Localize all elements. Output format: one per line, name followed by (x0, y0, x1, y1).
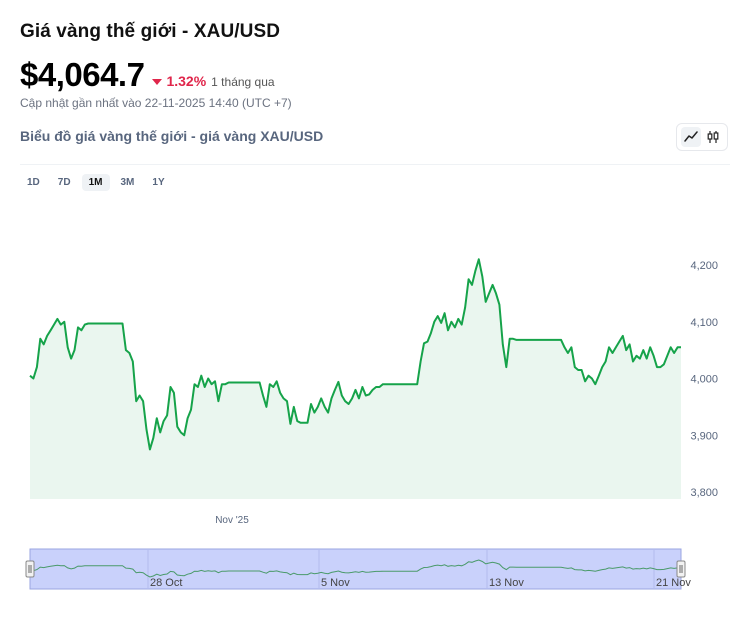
navigator-label: 21 Nov (656, 577, 691, 589)
navigator-series (29, 559, 681, 578)
y-tick-label: 4,100 (690, 317, 718, 329)
range-1d-button[interactable]: 1D (27, 177, 40, 188)
navigator[interactable]: 28 Oct 5 Nov 13 Nov 21 Nov (25, 548, 691, 590)
range-selector: 1D 7D 1M 3M 1Y (20, 174, 176, 191)
header-divider (20, 164, 730, 165)
line-chart-icon (684, 131, 698, 142)
last-updated: Cập nhật gần nhất vào 22-11-2025 14:40 (… (20, 96, 292, 110)
triangle-down-icon (152, 79, 163, 85)
chart-type-toggle (676, 123, 728, 151)
navigator-label: 5 Nov (321, 577, 350, 589)
range-1y-button[interactable]: 1Y (152, 177, 165, 188)
price-area (30, 259, 681, 499)
range-7d-button[interactable]: 7D (57, 177, 71, 188)
main-plot (29, 258, 681, 499)
candlestick-button[interactable] (703, 127, 723, 147)
y-tick-label: 4,200 (690, 260, 718, 272)
y-axis: 3,800 3,900 4,000 4,100 4,200 (690, 260, 718, 499)
current-price: $4,064.7 (20, 56, 145, 93)
change-percent: 1.32% (166, 73, 207, 89)
navigator-window[interactable] (29, 548, 682, 590)
price-row: $4,064.7 1.32% 1 tháng qua (20, 56, 275, 94)
x-tick-label: Nov '25 (215, 515, 249, 526)
navigator-label: 13 Nov (489, 577, 524, 589)
change-period: 1 tháng qua (211, 75, 275, 89)
line-chart-button[interactable] (681, 127, 701, 147)
y-tick-label: 4,000 (690, 374, 718, 386)
y-tick-label: 3,800 (690, 487, 718, 499)
navigator-handle-left[interactable] (25, 560, 35, 578)
page-title: Giá vàng thế giới - XAU/USD (20, 21, 281, 42)
candlestick-icon (707, 131, 719, 143)
price-change: 1.32% 1 tháng qua (152, 73, 275, 89)
range-1m-button[interactable]: 1M (81, 174, 110, 191)
chart-subtitle: Biểu đồ giá vàng thế giới - giá vàng XAU… (20, 128, 324, 144)
navigator-label: 28 Oct (150, 577, 182, 589)
range-3m-button[interactable]: 3M (120, 177, 135, 188)
price-line (29, 258, 681, 451)
y-tick-label: 3,900 (690, 430, 718, 442)
navigator-handle-right[interactable] (676, 560, 686, 578)
x-axis: Nov '25 (215, 515, 249, 526)
